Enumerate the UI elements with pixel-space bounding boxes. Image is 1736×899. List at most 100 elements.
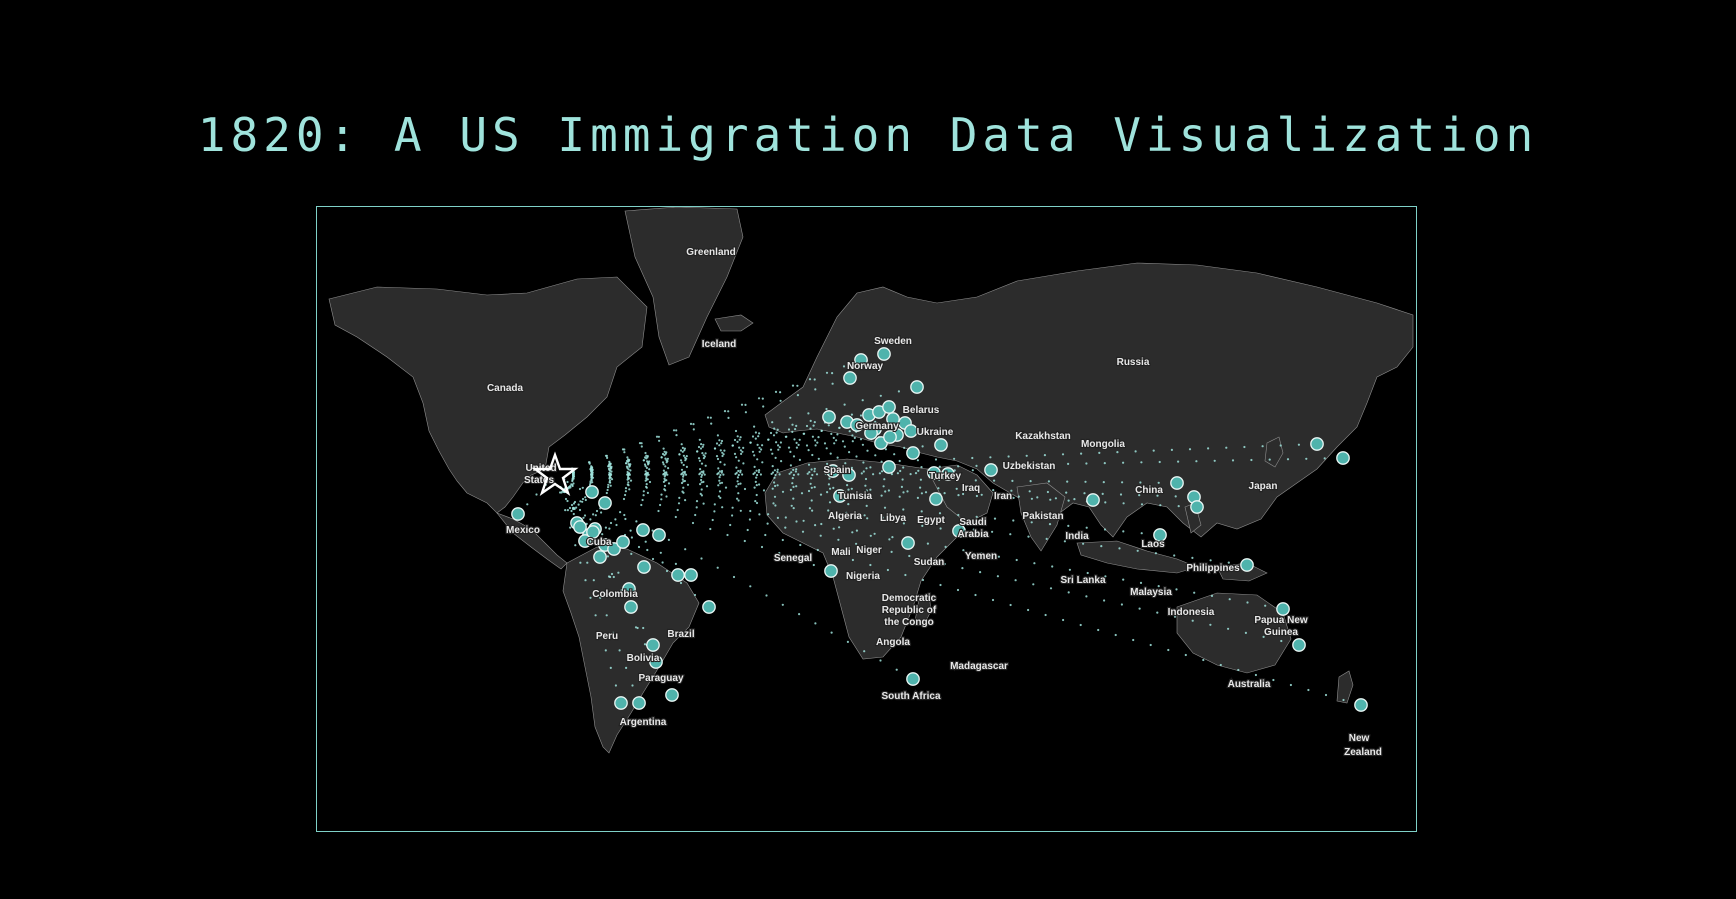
origin-marker[interactable] [826, 464, 840, 478]
route-dot [609, 521, 613, 525]
route-dot [736, 497, 739, 500]
route-dot [731, 506, 734, 509]
origin-marker[interactable] [850, 418, 864, 432]
origin-marker[interactable] [906, 446, 920, 460]
origin-marker[interactable] [927, 466, 941, 480]
origin-marker[interactable] [822, 410, 836, 424]
route-dot [645, 485, 648, 488]
origin-marker[interactable] [882, 400, 896, 414]
origin-marker[interactable] [511, 507, 525, 521]
origin-marker[interactable] [652, 528, 666, 542]
route-dot [847, 514, 850, 517]
route-dot [1079, 623, 1082, 627]
route-dot [716, 434, 719, 437]
route-dot [778, 446, 781, 449]
land-north-america [328, 276, 648, 514]
origin-marker[interactable] [824, 564, 838, 578]
origin-marker[interactable] [636, 523, 650, 537]
route-dot [771, 421, 774, 424]
origin-marker[interactable] [833, 489, 847, 503]
route-dot [744, 411, 747, 414]
origin-marker[interactable] [598, 496, 612, 510]
origin-marker[interactable] [578, 534, 592, 548]
origin-marker[interactable] [904, 424, 918, 438]
origin-marker[interactable] [886, 412, 900, 426]
origin-marker[interactable] [671, 568, 685, 582]
route-dot [1157, 585, 1160, 588]
origin-marker[interactable] [929, 492, 943, 506]
route-dot [574, 544, 577, 547]
origin-marker[interactable] [684, 568, 698, 582]
origin-marker[interactable] [934, 438, 948, 452]
origin-marker[interactable] [1292, 638, 1306, 652]
route-dot [755, 476, 758, 479]
origin-marker[interactable] [1240, 558, 1254, 572]
origin-marker[interactable] [593, 550, 607, 564]
origin-marker[interactable] [864, 426, 878, 440]
origin-marker[interactable] [586, 525, 600, 539]
origin-marker[interactable] [901, 536, 915, 550]
route-dot [738, 446, 741, 449]
world-map[interactable]: Greenland Iceland Canada Sweden Norway Russia… [316, 206, 1417, 832]
route-dot [680, 461, 683, 464]
origin-marker[interactable] [585, 485, 599, 499]
origin-marker[interactable] [906, 672, 920, 686]
route-dot [751, 450, 755, 453]
origin-marker[interactable] [877, 347, 891, 361]
route-dot [703, 455, 706, 458]
route-dot [624, 487, 628, 490]
origin-marker[interactable] [637, 560, 651, 574]
origin-marker[interactable] [632, 696, 646, 710]
origin-marker[interactable] [1153, 528, 1167, 542]
route-dot [773, 476, 776, 479]
route-dot [771, 487, 774, 490]
route-dot [682, 475, 685, 478]
star-icon[interactable] [531, 451, 579, 497]
origin-marker[interactable] [1354, 698, 1368, 712]
route-dot [737, 483, 740, 486]
route-dot [994, 495, 997, 498]
origin-marker[interactable] [624, 600, 638, 614]
origin-marker[interactable] [1170, 476, 1184, 490]
origin-marker[interactable] [1336, 451, 1350, 465]
origin-marker[interactable] [646, 638, 660, 652]
origin-marker[interactable] [882, 460, 896, 474]
route-dot [612, 575, 615, 579]
route-dot [895, 668, 898, 671]
route-dot [925, 558, 929, 562]
route-dot [1307, 688, 1310, 692]
origin-marker[interactable] [649, 655, 663, 669]
route-dot [820, 429, 823, 432]
origin-marker[interactable] [614, 696, 628, 710]
origin-marker[interactable] [616, 535, 630, 549]
route-dot [753, 471, 756, 474]
origin-marker[interactable] [952, 524, 966, 538]
destination-star[interactable] [531, 451, 579, 497]
origin-marker[interactable] [665, 688, 679, 702]
origin-marker[interactable] [1086, 493, 1100, 507]
origin-marker[interactable] [854, 353, 868, 367]
route-dot [589, 480, 592, 483]
origin-marker[interactable] [1276, 602, 1290, 616]
origin-marker[interactable] [842, 468, 856, 482]
route-dot [679, 449, 683, 452]
origin-marker[interactable] [984, 463, 998, 477]
origin-marker[interactable] [607, 542, 621, 556]
origin-marker[interactable] [573, 520, 587, 534]
route-dot [773, 469, 776, 472]
route-dot [1027, 608, 1030, 612]
origin-marker[interactable] [1190, 500, 1204, 514]
origin-marker[interactable] [941, 467, 955, 481]
origin-marker[interactable] [702, 600, 716, 614]
route-dot [791, 423, 794, 426]
origin-marker[interactable] [1310, 437, 1324, 451]
route-dot [809, 427, 812, 430]
origin-markers [511, 347, 1368, 712]
origin-marker[interactable] [883, 430, 897, 444]
origin-marker[interactable] [910, 380, 924, 394]
route-dot [566, 509, 569, 512]
origin-marker[interactable] [622, 582, 636, 596]
route-dot [921, 578, 925, 582]
map-canvas[interactable]: Greenland Iceland Canada Sweden Norway Russia… [317, 207, 1417, 832]
origin-marker[interactable] [843, 371, 857, 385]
